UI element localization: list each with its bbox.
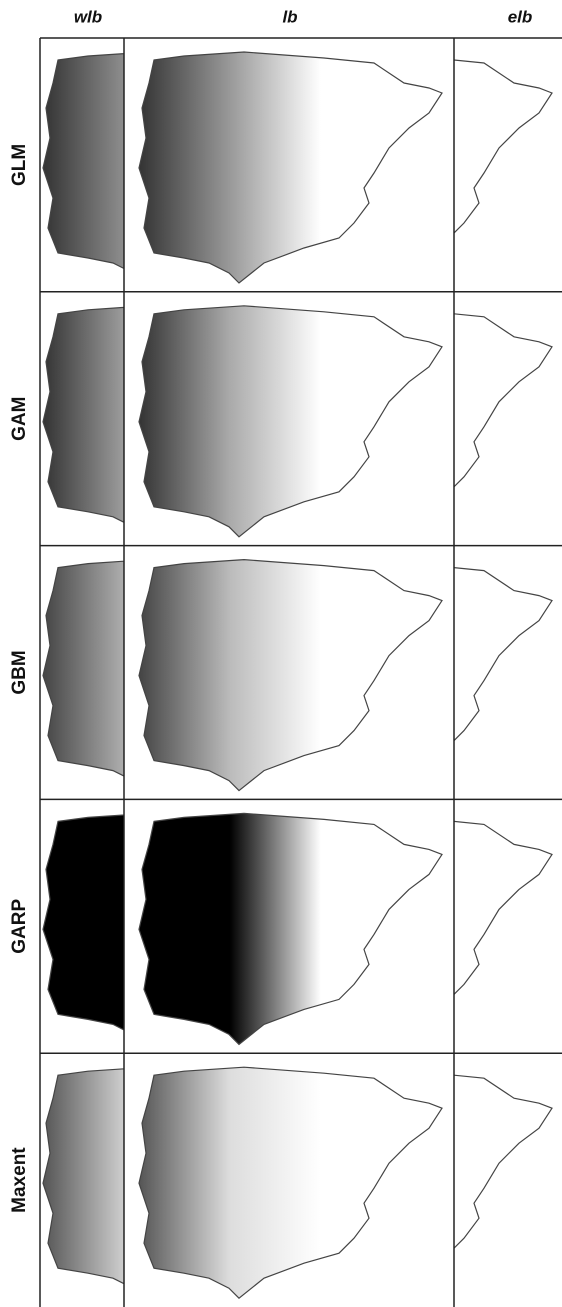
- map-shape: [139, 306, 442, 537]
- row-label: GARP: [9, 899, 30, 954]
- map-panel: [139, 1067, 442, 1298]
- map-shape: [139, 813, 442, 1044]
- map-shape: [139, 560, 442, 791]
- column-label: wlb: [74, 7, 102, 26]
- row-label: Maxent: [9, 1147, 30, 1213]
- column-label: lb: [282, 7, 297, 26]
- map-shape: [139, 52, 442, 283]
- map-panel: [139, 560, 442, 791]
- map-panel: [139, 813, 442, 1044]
- map-panel: [139, 306, 442, 537]
- column-label: elb: [508, 7, 533, 26]
- figure-grid: wlb lb elb GLM GAM GBM GARP Maxent: [0, 0, 562, 1307]
- row-label: GBM: [9, 650, 30, 694]
- row-label: GAM: [9, 397, 30, 441]
- row-label: GLM: [9, 144, 30, 186]
- map-panel: [139, 52, 442, 283]
- map-shape: [139, 1067, 442, 1298]
